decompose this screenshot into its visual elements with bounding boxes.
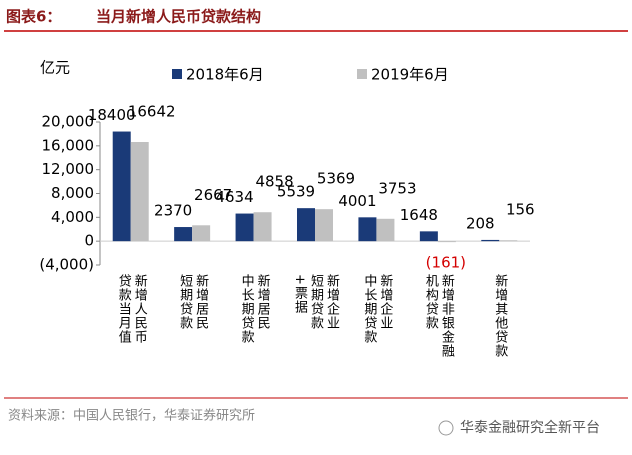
- value-label: 2370: [154, 202, 192, 220]
- bar: [130, 142, 149, 242]
- bar: [112, 131, 131, 242]
- x-tick-label: 新增非银金融 机构贷款: [422, 274, 454, 358]
- x-tick-label: 新增居民 中长期贷款: [238, 274, 270, 344]
- legend-swatch: [172, 69, 182, 79]
- bar: [481, 239, 500, 242]
- value-label: 2667: [194, 186, 232, 204]
- y-tick-label: 12,000: [42, 160, 95, 178]
- bar: [376, 218, 395, 242]
- watermark: 华泰金融研究全新平台: [460, 419, 600, 436]
- value-label: 4634: [215, 188, 253, 206]
- value-label: 5539: [277, 183, 315, 201]
- bar: [358, 217, 377, 242]
- x-tick-label: 新增企业 短期贷款 +票据: [292, 274, 339, 330]
- source-note: 资料来源：中国人民银行，华泰证券研究所: [8, 408, 255, 424]
- bar: [315, 209, 333, 242]
- watermark-icon: [438, 420, 454, 436]
- x-tick-label: 新增企业 中长期贷款: [361, 274, 393, 344]
- value-label: (161): [426, 254, 466, 272]
- value-label: 3753: [378, 179, 416, 197]
- bar: [192, 225, 211, 242]
- bar: [253, 212, 272, 242]
- y-tick-label: 0: [84, 232, 94, 250]
- legend-label: 2018年6月: [186, 66, 264, 84]
- bar: [437, 241, 456, 243]
- y-tick-label: (4,000): [39, 256, 94, 274]
- y-tick-label: 16,000: [42, 136, 95, 154]
- x-tick-label: 新增其他贷款: [492, 274, 508, 358]
- value-label: 16642: [128, 103, 176, 121]
- value-label: 1648: [400, 206, 438, 224]
- value-label: 208: [466, 214, 495, 232]
- value-label: 4001: [338, 192, 376, 210]
- y-tick-label: 20,000: [42, 113, 95, 131]
- figure-label: 图表6：: [6, 8, 61, 26]
- figure-title: 当月新增人民币贷款结构: [96, 8, 261, 26]
- bar: [235, 213, 254, 242]
- bar: [297, 208, 315, 242]
- x-tick-label: 新增居民 短期贷款: [177, 274, 209, 330]
- y-unit: 亿元: [40, 59, 70, 77]
- value-label: 156: [506, 201, 535, 219]
- legend-swatch: [357, 69, 367, 79]
- value-label: 4858: [255, 173, 293, 191]
- bar: [419, 231, 438, 242]
- y-tick-label: 8,000: [51, 184, 94, 202]
- bar: [499, 240, 518, 242]
- value-label: 18400: [88, 106, 136, 124]
- legend-label: 2019年6月: [371, 66, 449, 84]
- x-tick-label: 新增人民币 贷款当月值: [115, 274, 147, 344]
- value-label: 5369: [317, 170, 355, 188]
- bar: [174, 227, 193, 242]
- y-tick-label: 4,000: [51, 208, 94, 226]
